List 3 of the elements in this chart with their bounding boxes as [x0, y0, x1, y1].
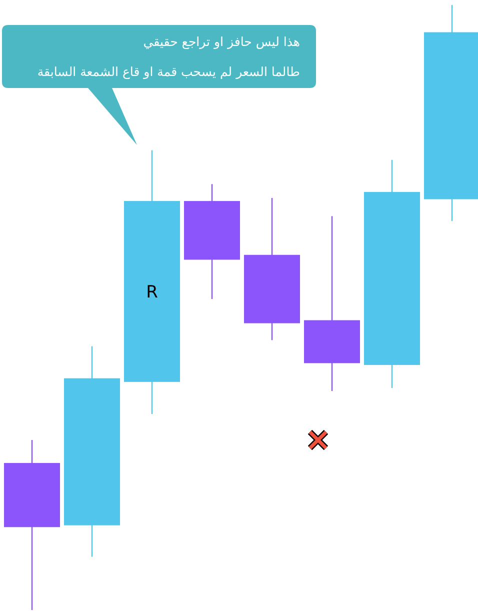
- annotation: هذا ليس حافز او تراجع حقيقي: [143, 34, 300, 50]
- annotation: R: [146, 282, 158, 302]
- annotation: طالما السعر لم يسحب قمة او قاع الشمعة السابقة: [37, 64, 300, 80]
